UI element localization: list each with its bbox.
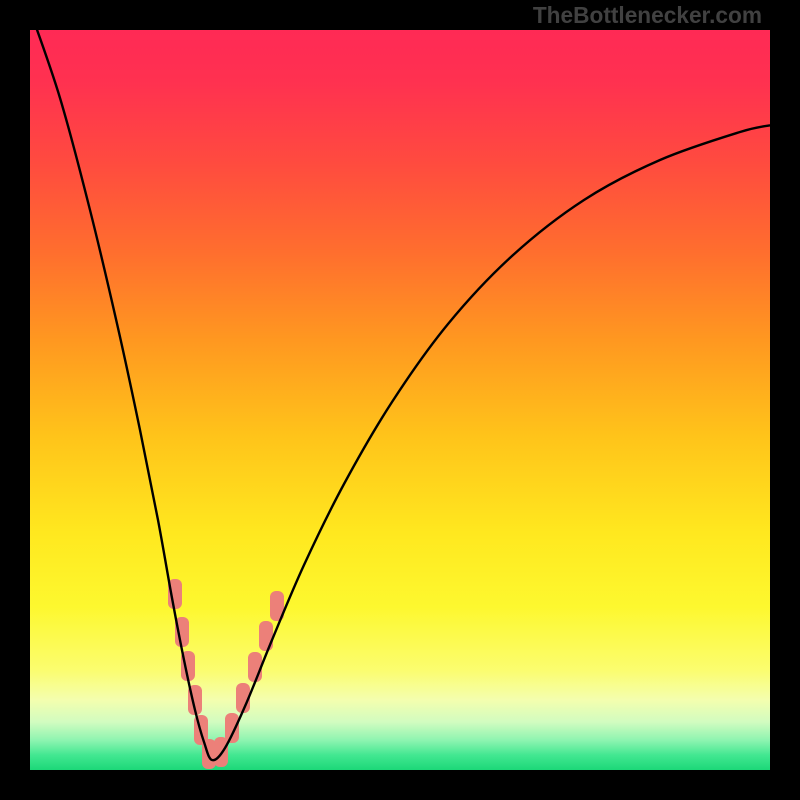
bottleneck-curve — [0, 0, 800, 800]
watermark-text: TheBottlenecker.com — [533, 2, 762, 29]
curve-path — [30, 10, 772, 760]
plot-area — [30, 30, 770, 770]
data-marker — [259, 621, 273, 651]
chart-frame: TheBottlenecker.com — [0, 0, 800, 800]
data-marker — [225, 713, 239, 743]
